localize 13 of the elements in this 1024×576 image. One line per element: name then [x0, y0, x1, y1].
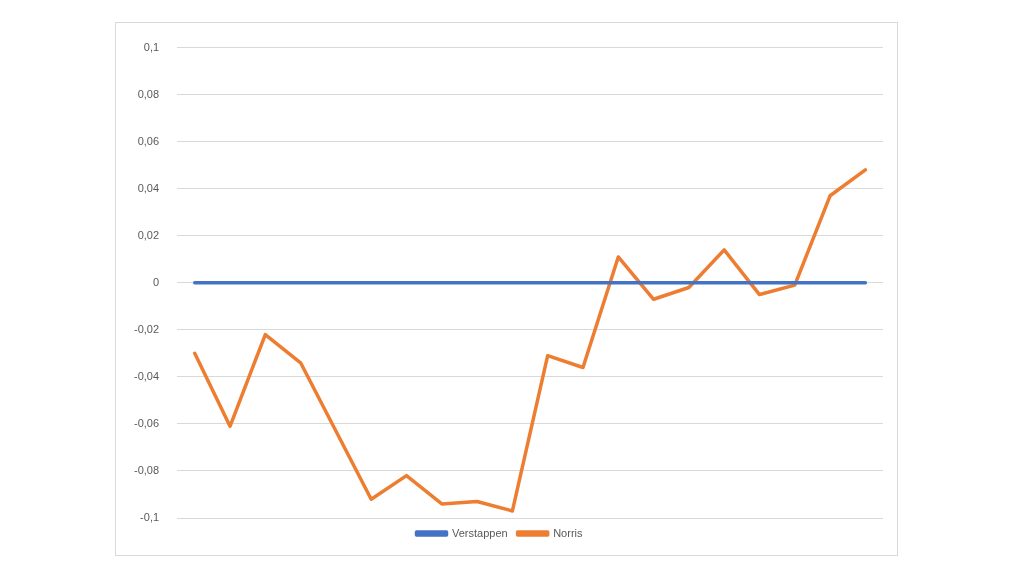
y-tick-label: -0,04: [133, 369, 160, 382]
y-tick-label: 0,08: [137, 87, 160, 100]
y-tick-label: -0,06: [133, 416, 160, 429]
y-tick-label: -0,08: [133, 463, 160, 476]
y-tick-label: 0,1: [143, 40, 160, 53]
y-tick-label: -0,1: [140, 511, 160, 524]
legend-label: Verstappen: [452, 526, 508, 539]
legend-label: Norris: [553, 526, 583, 539]
y-tick-label: 0,06: [137, 134, 160, 147]
y-tick-label: 0,04: [137, 181, 160, 194]
y-tick-label: 0,02: [137, 228, 160, 241]
y-tick-label: 0: [152, 275, 160, 288]
y-tick-label: -0,02: [133, 322, 160, 335]
